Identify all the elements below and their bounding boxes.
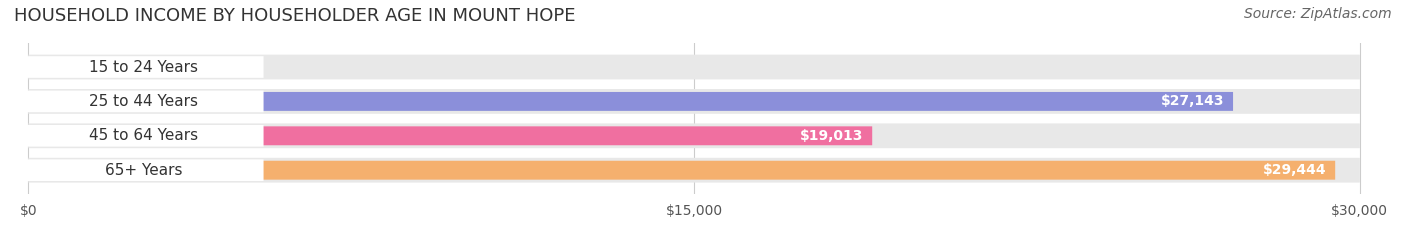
- Text: $19,013: $19,013: [800, 129, 863, 143]
- FancyBboxPatch shape: [28, 123, 1360, 148]
- FancyBboxPatch shape: [28, 161, 1336, 180]
- Text: 65+ Years: 65+ Years: [105, 163, 183, 178]
- FancyBboxPatch shape: [28, 158, 1360, 183]
- Text: Source: ZipAtlas.com: Source: ZipAtlas.com: [1244, 7, 1392, 21]
- FancyBboxPatch shape: [28, 55, 1360, 79]
- Text: HOUSEHOLD INCOME BY HOUSEHOLDER AGE IN MOUNT HOPE: HOUSEHOLD INCOME BY HOUSEHOLDER AGE IN M…: [14, 7, 575, 25]
- FancyBboxPatch shape: [28, 126, 872, 145]
- Text: 25 to 44 Years: 25 to 44 Years: [89, 94, 198, 109]
- Text: $29,444: $29,444: [1263, 163, 1326, 177]
- FancyBboxPatch shape: [20, 91, 263, 112]
- Text: $27,143: $27,143: [1161, 94, 1225, 108]
- Text: 15 to 24 Years: 15 to 24 Years: [89, 60, 198, 75]
- Text: $0: $0: [90, 60, 110, 74]
- FancyBboxPatch shape: [20, 159, 263, 181]
- FancyBboxPatch shape: [20, 125, 263, 147]
- FancyBboxPatch shape: [28, 92, 1233, 111]
- FancyBboxPatch shape: [28, 58, 82, 76]
- Text: 45 to 64 Years: 45 to 64 Years: [89, 128, 198, 143]
- FancyBboxPatch shape: [20, 56, 263, 78]
- FancyBboxPatch shape: [28, 89, 1360, 114]
